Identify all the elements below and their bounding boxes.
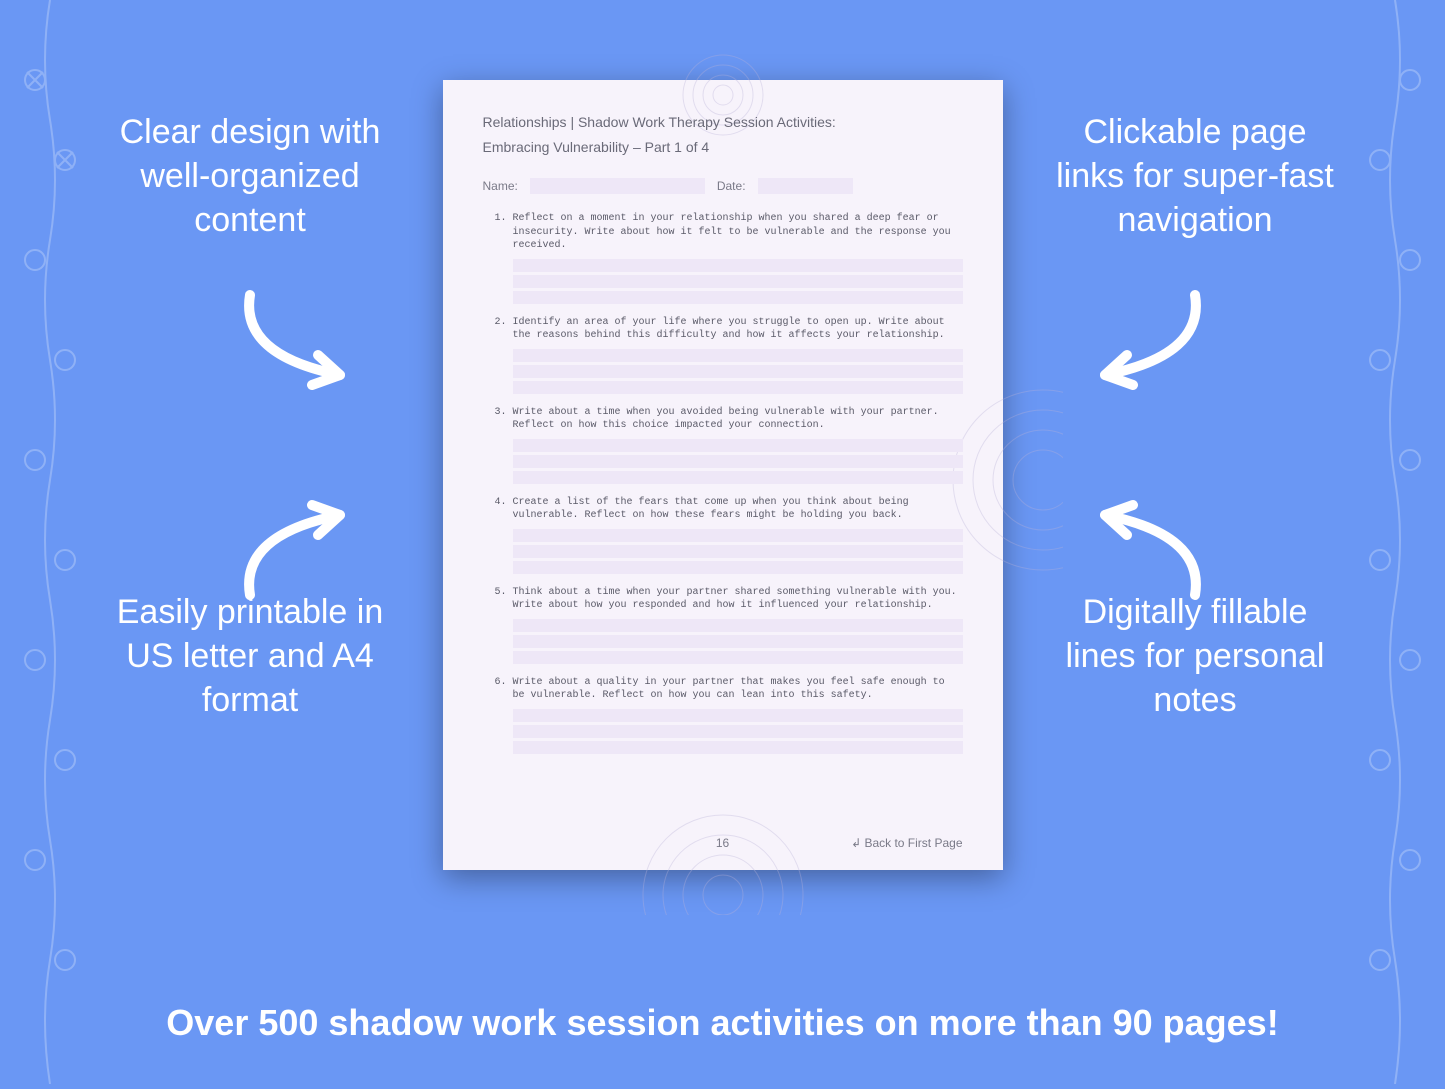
date-label: Date: — [717, 179, 746, 193]
question-item: 6. Write about a quality in your partner… — [495, 676, 963, 754]
question-number: 4. — [495, 496, 507, 523]
question-item: 3. Write about a time when you avoided b… — [495, 406, 963, 484]
back-to-first-link[interactable]: ↲ Back to First Page — [851, 836, 962, 850]
worksheet-page: Relationships | Shadow Work Therapy Sess… — [443, 80, 1003, 870]
question-item: 2. Identify an area of your life where y… — [495, 316, 963, 394]
page-footer: 16 ↲ Back to First Page — [483, 836, 963, 850]
answer-lines[interactable] — [513, 259, 963, 304]
name-date-row: Name: Date: — [483, 178, 963, 194]
floral-border-left — [10, 0, 90, 1084]
question-number: 3. — [495, 406, 507, 433]
question-item: 5. Think about a time when your partner … — [495, 586, 963, 664]
arrow-bottom-right-icon — [1055, 495, 1215, 605]
tagline: Over 500 shadow work session activities … — [0, 1002, 1445, 1044]
floral-border-right — [1355, 0, 1435, 1084]
question-number: 5. — [495, 586, 507, 613]
answer-lines[interactable] — [513, 439, 963, 484]
page-header: Relationships | Shadow Work Therapy Sess… — [483, 110, 963, 160]
mandala-bottom-icon — [613, 805, 833, 920]
question-item: 1. Reflect on a moment in your relations… — [495, 212, 963, 304]
name-label: Name: — [483, 179, 518, 193]
name-input[interactable] — [530, 178, 705, 194]
page-number: 16 — [716, 836, 729, 850]
date-input[interactable] — [758, 178, 853, 194]
question-number: 1. — [495, 212, 507, 253]
questions-list: 1. Reflect on a moment in your relations… — [483, 212, 963, 754]
question-text: Think about a time when your partner sha… — [513, 586, 963, 613]
question-item: 4. Create a list of the fears that come … — [495, 496, 963, 574]
question-text: Identify an area of your life where you … — [513, 316, 963, 343]
callout-bottom-left: Easily printable in US letter and A4 for… — [100, 590, 400, 723]
arrow-top-right-icon — [1055, 285, 1215, 395]
question-text: Reflect on a moment in your relationship… — [513, 212, 963, 253]
callout-bottom-right: Digitally fillable lines for personal no… — [1045, 590, 1345, 723]
question-number: 6. — [495, 676, 507, 703]
answer-lines[interactable] — [513, 529, 963, 574]
answer-lines[interactable] — [513, 709, 963, 754]
question-text: Write about a quality in your partner th… — [513, 676, 963, 703]
page-header-line2: Embracing Vulnerability – Part 1 of 4 — [483, 135, 963, 160]
answer-lines[interactable] — [513, 619, 963, 664]
callout-top-left: Clear design with well-organized content — [100, 110, 400, 243]
answer-lines[interactable] — [513, 349, 963, 394]
question-number: 2. — [495, 316, 507, 343]
callout-top-right: Clickable page links for super-fast navi… — [1045, 110, 1345, 243]
question-text: Write about a time when you avoided bein… — [513, 406, 963, 433]
arrow-top-left-icon — [230, 285, 390, 395]
page-header-line1: Relationships | Shadow Work Therapy Sess… — [483, 110, 963, 135]
arrow-bottom-left-icon — [230, 495, 390, 605]
question-text: Create a list of the fears that come up … — [513, 496, 963, 523]
